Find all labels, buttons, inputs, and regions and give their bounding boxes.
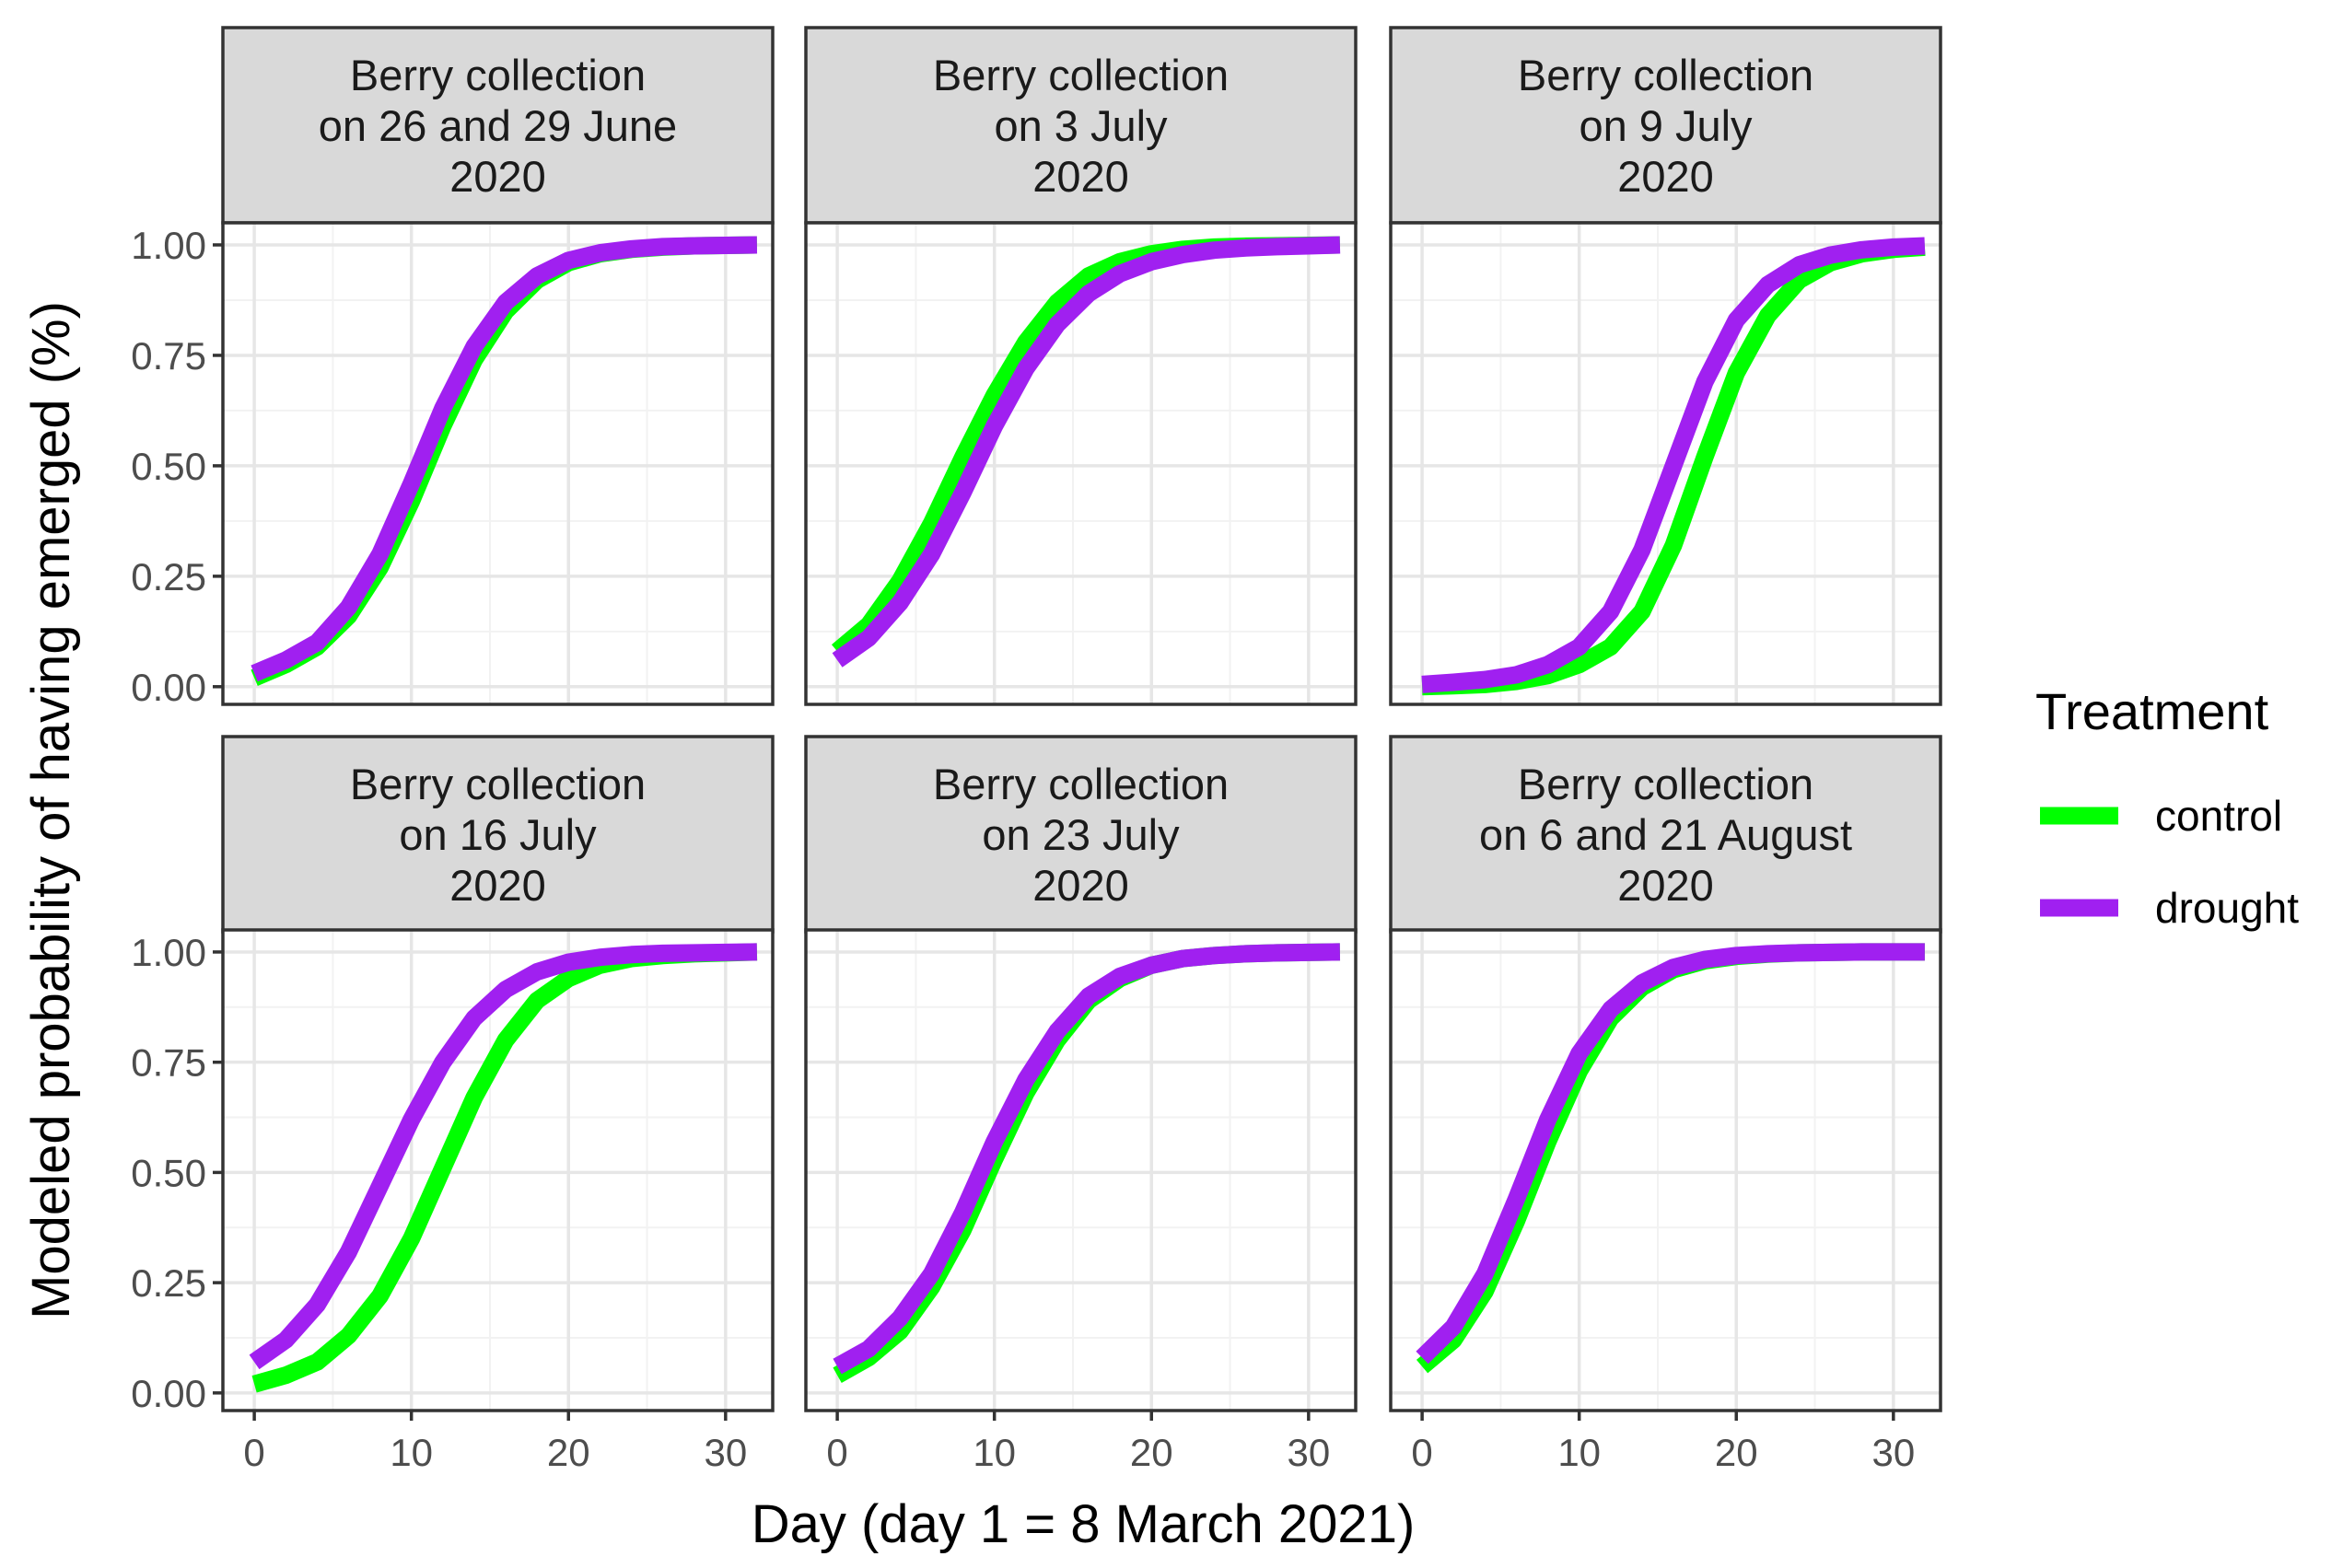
facet-strip-label: on 6 and 21 August <box>1479 810 1852 859</box>
x-tick-label: 10 <box>390 1431 433 1474</box>
legend-label-control: control <box>2155 792 2282 840</box>
y-tick-label: 0.50 <box>131 445 206 488</box>
panel-border <box>221 928 775 1412</box>
legend-title: Treatment <box>2035 682 2269 740</box>
panel-background <box>223 930 773 1411</box>
x-tick-label: 0 <box>1411 1431 1432 1474</box>
facet-strip <box>1389 26 1942 225</box>
facet-strip-label: 2020 <box>1617 152 1714 201</box>
axes: 0.00 0.25 0.50 0.75 1.00 0.00 0.25 0.50 0.75 1.00… <box>131 224 1915 1474</box>
facet-strip-label: on 3 July <box>994 101 1168 150</box>
panel-border <box>1389 928 1942 1412</box>
facet-strip-label: 2020 <box>449 861 546 910</box>
y-tick-label: 0.00 <box>131 666 206 709</box>
facet-strip <box>221 735 775 934</box>
facet-strip-label: Berry collection <box>1518 760 1813 808</box>
facet-strip-label: Berry collection <box>1518 51 1813 99</box>
legend-label-drought: drought <box>2155 884 2299 932</box>
facet-strip-label: 2020 <box>449 152 546 201</box>
x-tick-label: 10 <box>1557 1431 1601 1474</box>
x-tick-label: 30 <box>1871 1431 1915 1474</box>
y-axis-title: Modeled probability of having emerged (%… <box>21 301 81 1319</box>
facet-strip-label: Berry collection <box>350 51 646 99</box>
facet-strip-label: 2020 <box>1617 861 1714 910</box>
x-tick-label: 20 <box>547 1431 590 1474</box>
facet-strip-label: on 16 July <box>399 810 597 859</box>
facet-strip-label: on 23 July <box>982 810 1180 859</box>
x-tick-label: 0 <box>826 1431 847 1474</box>
y-tick-label: 0.75 <box>131 1041 206 1085</box>
x-axis-title: Day (day 1 = 8 March 2021) <box>752 1494 1416 1554</box>
facet-strip-label: 2020 <box>1032 152 1129 201</box>
y-tick-label: 1.00 <box>131 931 206 974</box>
y-tick-label: 0.25 <box>131 555 206 598</box>
facet-strip <box>221 26 775 225</box>
x-tick-label: 30 <box>1287 1431 1330 1474</box>
x-tick-label: 20 <box>1130 1431 1173 1474</box>
y-tick-label: 0.00 <box>131 1372 206 1415</box>
y-tick-label: 1.00 <box>131 224 206 267</box>
facet-strip-label: Berry collection <box>350 760 646 808</box>
x-tick-label: 30 <box>704 1431 747 1474</box>
panel-border <box>804 928 1358 1412</box>
facet-strip-label: on 26 and 29 June <box>319 101 677 150</box>
panel-background <box>1391 930 1941 1411</box>
x-tick-label: 20 <box>1715 1431 1758 1474</box>
panel-border <box>804 221 1358 706</box>
legend: Treatment control drought <box>2035 682 2299 932</box>
facet-strip-label: 2020 <box>1032 861 1129 910</box>
facet-strip <box>804 26 1358 225</box>
y-tick-label: 0.25 <box>131 1261 206 1305</box>
facet-strip-label: Berry collection <box>933 760 1229 808</box>
facet-strip-label: on 9 July <box>1579 101 1753 150</box>
y-tick-label: 0.75 <box>131 334 206 377</box>
facet-strip-label: Berry collection <box>933 51 1229 99</box>
y-tick-label: 0.50 <box>131 1151 206 1194</box>
panel-border <box>221 221 775 706</box>
panel-border <box>1389 221 1942 706</box>
x-tick-label: 0 <box>243 1431 264 1474</box>
x-tick-label: 10 <box>973 1431 1016 1474</box>
